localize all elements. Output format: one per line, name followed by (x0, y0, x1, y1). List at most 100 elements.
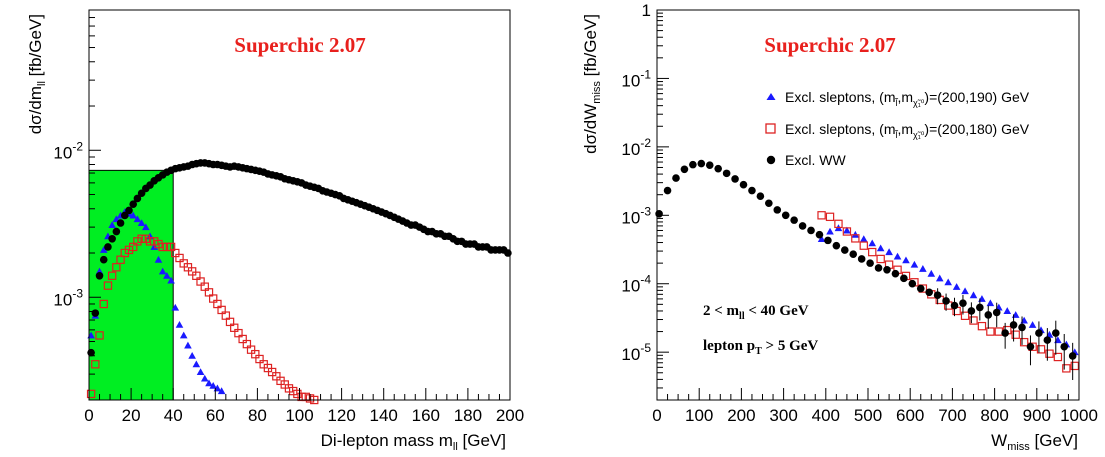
left-point-open-square (230, 323, 239, 332)
right-y-axis-title-main: dσ/dW (581, 104, 600, 154)
right-point-circle (1009, 321, 1018, 329)
right-point-triangle (817, 235, 826, 243)
left-point-triangle (205, 379, 213, 387)
left-point-circle (129, 200, 138, 208)
left-y-tick-label: 10-3 (53, 286, 83, 309)
right-legend: Excl. sleptons, (ml̃,mχ̃₁⁰)=(200,190) Ge… (765, 89, 1030, 168)
left-point-circle (125, 206, 133, 215)
right-point-circle (942, 297, 950, 305)
right-point-circle (1043, 336, 1052, 344)
left-x-axis-title: Di-lepton mass mll [GeV] (321, 431, 506, 453)
right-point-circle (714, 164, 722, 173)
right-point-open-square (1053, 352, 1063, 362)
right-point-circle (705, 161, 714, 169)
left-point-open-square (196, 277, 205, 286)
right-point-circle (849, 250, 858, 259)
left-point-triangle (163, 271, 171, 279)
legend-entry-1: Excl. sleptons, (ml̃,mχ̃₁⁰)=(200,190) Ge… (785, 89, 1030, 108)
right-point-open-square (1011, 330, 1020, 339)
left-point-open-square (141, 234, 151, 243)
right-point-triangle (885, 248, 893, 256)
right-point-triangle (961, 287, 969, 295)
left-x-tick-label: 180 (454, 406, 482, 425)
left-y-axis-title-main: dσ/dm (26, 86, 45, 134)
right-point-triangle (1003, 307, 1012, 314)
left-point-open-square (272, 372, 281, 381)
left-point-open-square (99, 299, 108, 309)
left-x-tick-label: 20 (122, 406, 141, 425)
right-point-circle (815, 230, 824, 239)
right-point-triangle (1011, 311, 1020, 318)
left-point-circle (99, 255, 108, 264)
right-point-open-square (1019, 337, 1029, 347)
left-point-circle (120, 211, 129, 220)
left-series-open-square (86, 234, 319, 405)
right-point-open-square (986, 327, 995, 336)
left-point-open-square (208, 294, 218, 303)
left-y-axis-title-unit: [fb/GeV] (26, 14, 45, 81)
right-point-triangle (859, 235, 868, 243)
left-x-axis-title-main: Di-lepton mass m (321, 431, 453, 450)
left-point-open-square (129, 242, 138, 252)
right-x-tick-label: 1000 (1060, 406, 1098, 425)
right-point-circle (925, 288, 933, 297)
left-point-open-square (175, 253, 184, 263)
right-x-axis-title-main: W (991, 431, 1007, 450)
right-point-open-square (825, 212, 835, 222)
right-x-axis-title-sub: miss (1007, 441, 1030, 453)
left-point-open-square (288, 386, 298, 396)
right-point-circle (689, 160, 697, 169)
right-point-circle (840, 246, 849, 254)
left-point-circle (112, 227, 121, 236)
right-y-tick-label: 1 (642, 1, 651, 20)
left-point-triangle (171, 303, 180, 311)
right-point-triangle (978, 295, 986, 302)
legend-marker-triangle (766, 93, 776, 100)
left-point-open-square (187, 267, 197, 276)
left-point-open-square (107, 271, 117, 280)
right-point-open-square (876, 254, 885, 264)
right-point-circle (773, 206, 782, 214)
left-point-triangle (129, 211, 138, 219)
legend-marker-circle (766, 155, 776, 165)
left-point-open-square (124, 245, 134, 255)
right-point-triangle (843, 226, 851, 234)
left-point-triangle (158, 267, 167, 275)
right-chart-panel: 0 100 200 300 400 500 600 700 800 900 1000 1 10-1 10… (581, 1, 1098, 453)
right-x-tick-label: 100 (685, 406, 713, 425)
right-point-triangle (986, 299, 995, 307)
right-y-axis-title-sub: miss (591, 81, 603, 104)
right-point-open-square (842, 227, 852, 236)
left-point-open-square (242, 339, 252, 349)
right-point-open-square (834, 219, 843, 229)
right-point-circle (697, 159, 706, 168)
right-y-tick-label: 10-1 (621, 67, 651, 90)
right-point-circle (908, 279, 917, 288)
right-y-tick-label: 10-3 (621, 204, 651, 227)
right-point-triangle (902, 256, 910, 264)
right-x-tick-label: 600 (896, 406, 924, 425)
legend-entry-2: Excl. sleptons, (ml̃,mχ̃₁⁰)=(200,180) Ge… (785, 121, 1030, 140)
right-point-circle (663, 186, 672, 195)
right-point-circle (883, 265, 891, 274)
left-x-axis-title-unit: [GeV] (458, 431, 506, 450)
right-point-circle (891, 269, 900, 278)
left-x-tick-label: 80 (248, 406, 267, 425)
left-point-triangle (99, 246, 108, 253)
left-point-open-square (221, 311, 231, 320)
left-x-tick-label: 60 (206, 406, 225, 425)
right-point-open-square (1070, 361, 1079, 371)
legend-marker-square (765, 123, 776, 134)
selection-cut-pt-text: lepton p (703, 338, 755, 354)
right-point-triangle (868, 239, 877, 247)
right-point-circle (672, 174, 680, 182)
left-point-triangle (217, 387, 226, 395)
left-point-open-square (251, 349, 260, 359)
left-point-open-square (116, 255, 125, 264)
selection-cut-mll-tail: < 40 GeV (745, 303, 809, 319)
left-point-triangle (175, 320, 184, 328)
right-data-marks (655, 159, 1079, 380)
left-point-circle (104, 243, 112, 251)
left-point-open-square (95, 331, 104, 340)
left-x-tick-label: 100 (285, 406, 313, 425)
